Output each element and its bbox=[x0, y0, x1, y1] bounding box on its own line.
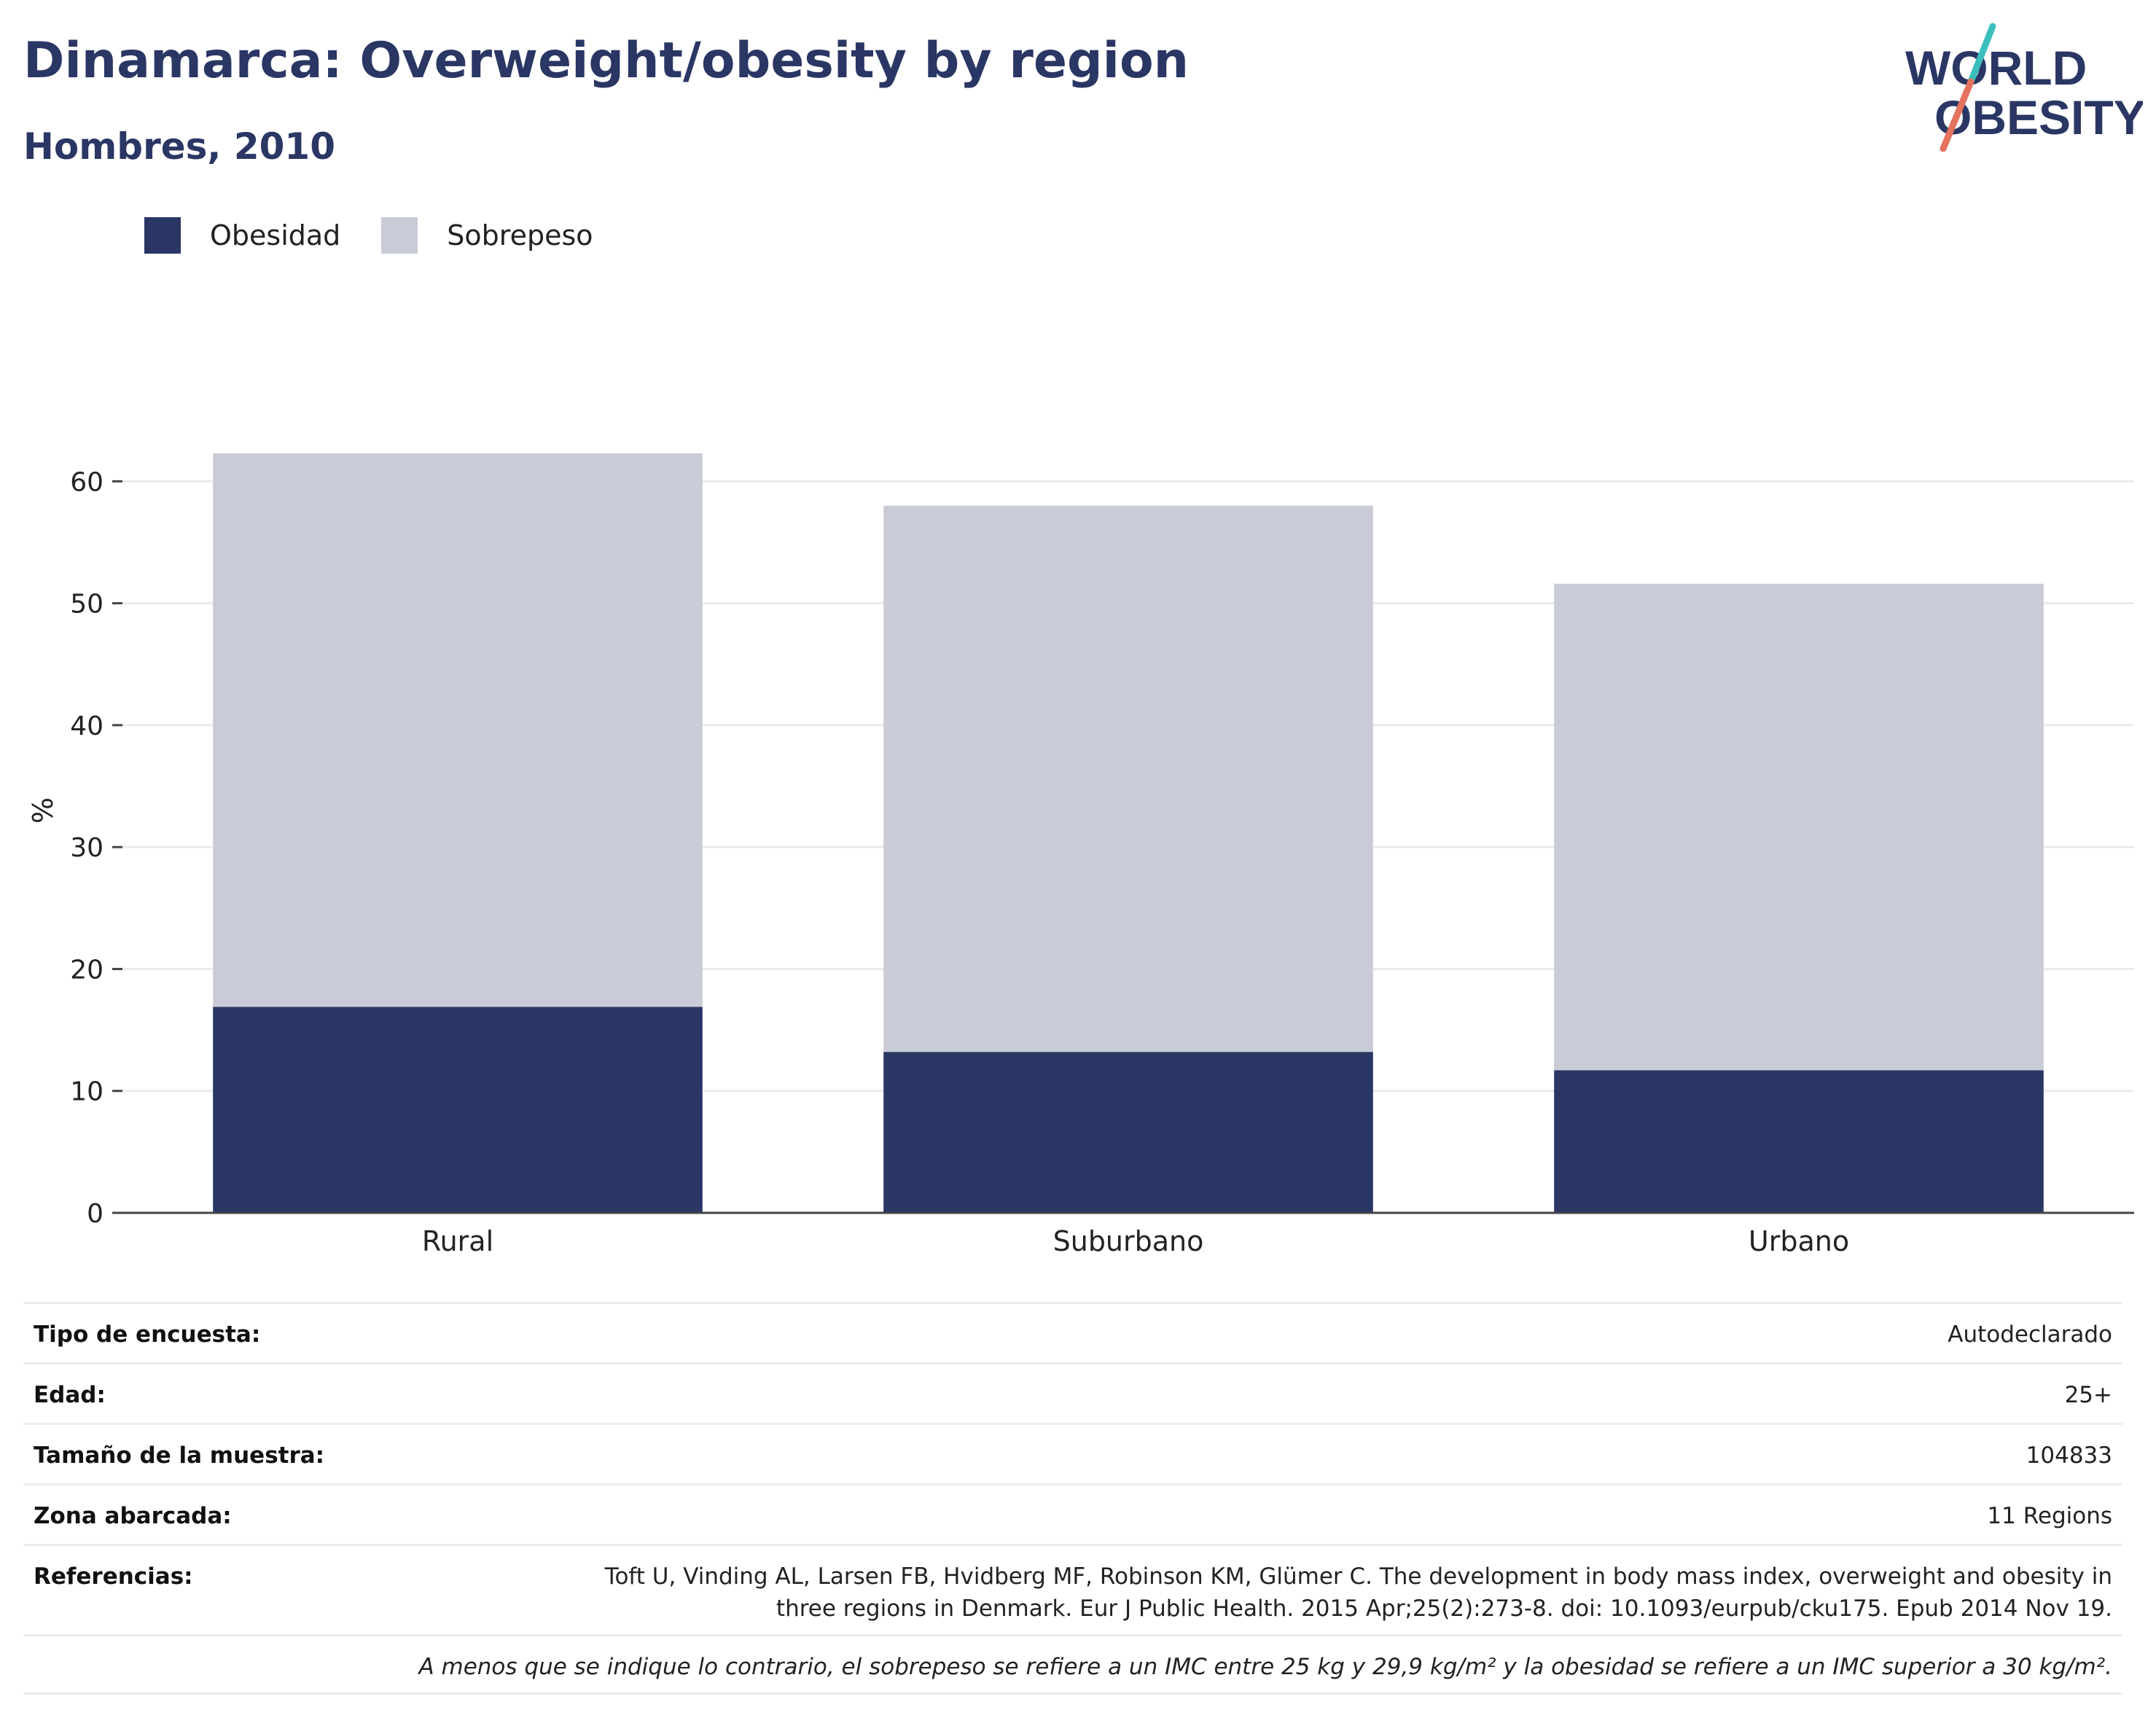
logo-text-world: WORLD bbox=[1905, 41, 2087, 95]
bmi-definition-note: A menos que se indique lo contrario, el … bbox=[418, 1654, 2112, 1680]
x-tick-label-rural: Rural bbox=[422, 1225, 493, 1257]
y-tick-label-30: 30 bbox=[70, 833, 103, 863]
meta-label-sample-size: Tamaño de la muestra: bbox=[34, 1442, 325, 1469]
meta-value-references[interactable]: Toft U, Vinding AL, Larsen FB, Hvidberg … bbox=[605, 1561, 2112, 1625]
bar-rural-sobrepeso bbox=[213, 453, 703, 1007]
x-tick-label-suburbano: Suburbano bbox=[1053, 1225, 1204, 1257]
meta-value-area: 11 Regions bbox=[1987, 1503, 2112, 1529]
reference-line-2: three regions in Denmark. Eur J Public H… bbox=[776, 1596, 2112, 1622]
meta-row-footnote: A menos que se indique lo contrario, el … bbox=[23, 1634, 2122, 1695]
meta-row-area: Zona abarcada: 11 Regions bbox=[23, 1483, 2122, 1544]
chart-title: Dinamarca: Overweight/obesity by region bbox=[23, 32, 1190, 90]
bar-urbano-sobrepeso bbox=[1554, 583, 2044, 1071]
legend-swatch-sobrepeso bbox=[381, 217, 418, 254]
y-tick-label-0: 0 bbox=[87, 1199, 103, 1229]
stacked-bar-chart: 0 10 20 30 40 50 60% Rural Suburbano Urbano bbox=[27, 453, 2134, 1257]
legend-label-obesidad: Obesidad bbox=[210, 219, 341, 251]
logo-slash-teal bbox=[1967, 23, 1996, 85]
meta-value-age: 25+ bbox=[2064, 1382, 2112, 1408]
legend-item-obesidad[interactable]: Obesidad bbox=[144, 217, 340, 254]
world-obesity-logo: WORLD OBESITY bbox=[1905, 23, 2143, 152]
meta-row-references: Referencias: Toft U, Vinding AL, Larsen … bbox=[23, 1544, 2122, 1634]
meta-value-survey-type: Autodeclarado bbox=[1948, 1321, 2112, 1348]
survey-metadata-table: Tipo de encuesta: Autodeclarado Edad: 25… bbox=[23, 1302, 2122, 1695]
chart-legend: Obesidad Sobrepeso bbox=[144, 217, 634, 254]
y-tick-label-40: 40 bbox=[70, 711, 103, 741]
bar-rural-obesidad bbox=[213, 1007, 703, 1213]
logo-slash-coral bbox=[1940, 78, 1975, 152]
chart-subtitle: Hombres, 2010 bbox=[23, 125, 335, 168]
legend-swatch-obesidad bbox=[144, 217, 181, 254]
legend-label-sobrepeso: Sobrepeso bbox=[447, 219, 593, 251]
meta-row-survey-type: Tipo de encuesta: Autodeclarado bbox=[23, 1302, 2122, 1362]
meta-label-area: Zona abarcada: bbox=[34, 1503, 232, 1529]
y-tick-label-60: 60 bbox=[70, 467, 103, 497]
bar-suburbano-obesidad bbox=[883, 1052, 1373, 1213]
meta-label-age: Edad: bbox=[34, 1382, 106, 1408]
y-axis-title: % bbox=[27, 797, 59, 824]
y-tick-label-10: 10 bbox=[70, 1077, 103, 1107]
meta-label-survey-type: Tipo de encuesta: bbox=[34, 1321, 261, 1348]
y-tick-label-50: 50 bbox=[70, 590, 103, 620]
legend-item-sobrepeso[interactable]: Sobrepeso bbox=[381, 217, 593, 254]
y-tick-label-20: 20 bbox=[70, 955, 103, 985]
meta-row-age: Edad: 25+ bbox=[23, 1362, 2122, 1423]
x-tick-label-urbano: Urbano bbox=[1749, 1225, 1849, 1257]
meta-label-references: Referencias: bbox=[34, 1563, 193, 1590]
logo-text-obesity: OBESITY bbox=[1934, 90, 2143, 144]
bar-suburbano-sobrepeso bbox=[883, 505, 1373, 1052]
meta-value-sample-size: 104833 bbox=[2026, 1442, 2112, 1469]
bar-urbano-obesidad bbox=[1554, 1070, 2044, 1213]
reference-line-1: Toft U, Vinding AL, Larsen FB, Hvidberg … bbox=[604, 1563, 2112, 1590]
meta-row-sample-size: Tamaño de la muestra: 104833 bbox=[23, 1423, 2122, 1483]
